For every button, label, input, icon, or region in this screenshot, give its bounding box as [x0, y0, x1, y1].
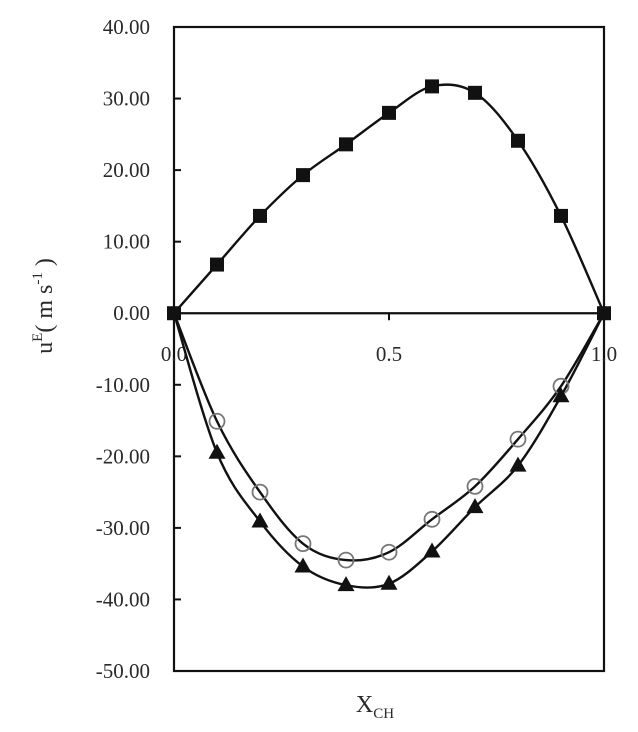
y-tick-label: -20.00 [96, 444, 150, 468]
triangle-marker [423, 542, 441, 558]
y-tick-label: -10.00 [96, 373, 150, 397]
circle-marker [294, 535, 312, 553]
triangle-marker [251, 512, 269, 528]
square-marker [296, 168, 310, 183]
circle-marker [208, 412, 226, 430]
y-axis-title: uE( m s-1 ) [30, 258, 58, 354]
circle-marker [423, 510, 441, 528]
square-marker [597, 306, 611, 321]
square-marker [425, 79, 439, 94]
x-tick-label: 1.0 [591, 342, 617, 366]
fitted-curves [172, 83, 606, 589]
x-axis-title: XCH [356, 692, 394, 722]
square-marker [253, 208, 267, 223]
triangle-marker [466, 498, 484, 514]
triangle-marker [208, 443, 226, 459]
y-tick-label: 30.00 [103, 87, 150, 111]
square-marker [167, 306, 181, 321]
triangle-marker [294, 557, 312, 573]
square-marker [339, 137, 353, 152]
data-markers [167, 79, 611, 592]
y-tick-label: 20.00 [103, 158, 150, 182]
triangle-marker [380, 574, 398, 590]
triangle-marker [509, 456, 527, 472]
circle-marker [251, 483, 269, 501]
y-tick-label: 10.00 [103, 230, 150, 254]
circle-marker [509, 430, 527, 448]
circle-marker [466, 477, 484, 495]
y-tick-label: -30.00 [96, 516, 150, 540]
y-tick-label: -40.00 [96, 587, 150, 611]
square-marker [468, 85, 482, 100]
plot-frame [172, 25, 606, 673]
square-marker [511, 133, 525, 148]
square-marker [382, 105, 396, 120]
circle-marker [380, 543, 398, 561]
x-tick-label: 0.5 [376, 342, 402, 366]
circle-marker [337, 551, 355, 569]
y-tick-label: 40.00 [103, 15, 150, 39]
square-marker [554, 208, 568, 223]
triangle-marker [552, 387, 570, 403]
y-axis-tick-labels: 40.00 30.00 20.00 10.00 0.00 -10.00 -20.00 -30.… [96, 15, 150, 683]
square-marker [210, 257, 224, 272]
y-tick-label: -50.00 [96, 659, 150, 683]
x-axis-tick-labels: 0.0 0.5 1.0 [161, 342, 617, 366]
triangle-marker [337, 576, 355, 592]
series-curve-circle [172, 312, 606, 562]
y-tick-label: 0.00 [113, 301, 150, 325]
